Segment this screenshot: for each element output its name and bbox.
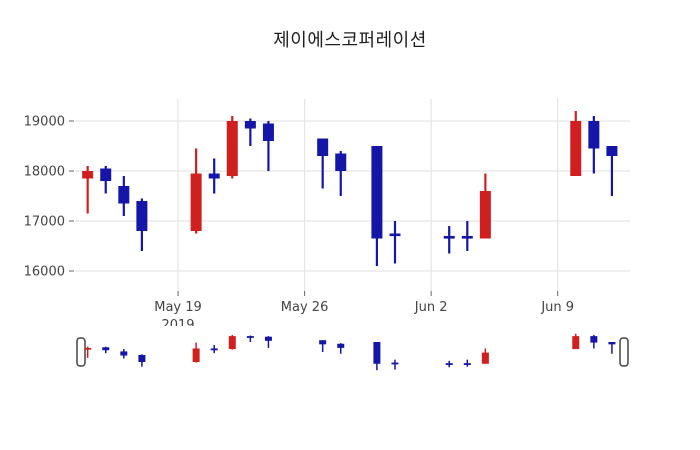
rangeslider-candle-body — [373, 342, 381, 364]
rangeslider-candle-body — [120, 351, 128, 356]
y-axis-label: 18000 — [24, 165, 65, 180]
candle-body-up — [479, 191, 491, 239]
candle-body-up — [190, 173, 202, 231]
candle-body-down — [389, 233, 401, 237]
x-axis-label: May 19 — [154, 300, 202, 315]
rangeslider-candle-body — [84, 347, 92, 350]
rangeslider-candle-body — [319, 340, 327, 345]
x-axis-label: Jun 9 — [540, 300, 574, 315]
candle-body-down — [118, 186, 130, 204]
rangeslider-candle-body — [608, 342, 616, 345]
candle-body-up — [226, 121, 238, 176]
candle-body-down — [317, 138, 329, 156]
y-axis-label: 19000 — [24, 115, 65, 130]
candle-body-down — [100, 168, 112, 181]
rangeslider-candle-body — [210, 348, 218, 351]
rangeslider-candle-body — [391, 362, 399, 365]
y-axis-label: 17000 — [24, 215, 65, 230]
rangeslider-candle-body — [138, 354, 146, 362]
candle-body-up — [82, 171, 94, 179]
rangeslider-candle-body — [590, 336, 598, 343]
candle-body-down — [244, 121, 256, 129]
x-axis-label: Jun 2 — [414, 300, 448, 315]
rangeslider-candle-body — [264, 336, 272, 341]
candle-body-up — [570, 121, 582, 176]
rangeslider-left-handle[interactable] — [76, 337, 86, 367]
candle-body-down — [371, 146, 383, 239]
rangeslider-candle-body — [463, 363, 471, 365]
rangeslider-candle-body — [481, 352, 489, 364]
rangeslider-candle-body — [445, 363, 453, 365]
rangeslider-candle-body — [102, 347, 110, 351]
rangeslider-right-handle[interactable] — [619, 337, 629, 367]
candle-body-down — [335, 153, 347, 171]
rangeslider-candle-body — [228, 336, 236, 350]
rangeslider-track[interactable] — [75, 326, 630, 378]
candle-body-down — [208, 173, 220, 179]
candle-body-down — [606, 146, 618, 156]
rangeslider-candle-body — [192, 348, 200, 362]
candle-body-down — [588, 121, 600, 149]
rangeslider-candle-body — [246, 336, 254, 338]
candle-body-down — [136, 201, 148, 231]
rangeslider-candle-body — [337, 343, 345, 348]
y-axis-label: 16000 — [24, 265, 65, 280]
chart-title: 제이에스코퍼레이션 — [273, 30, 427, 51]
candle-body-down — [443, 236, 455, 239]
candle-body-down — [262, 123, 274, 141]
rangeslider-candle-body — [572, 336, 580, 350]
x-axis-label: May 26 — [281, 300, 329, 315]
candle-body-down — [461, 236, 473, 239]
